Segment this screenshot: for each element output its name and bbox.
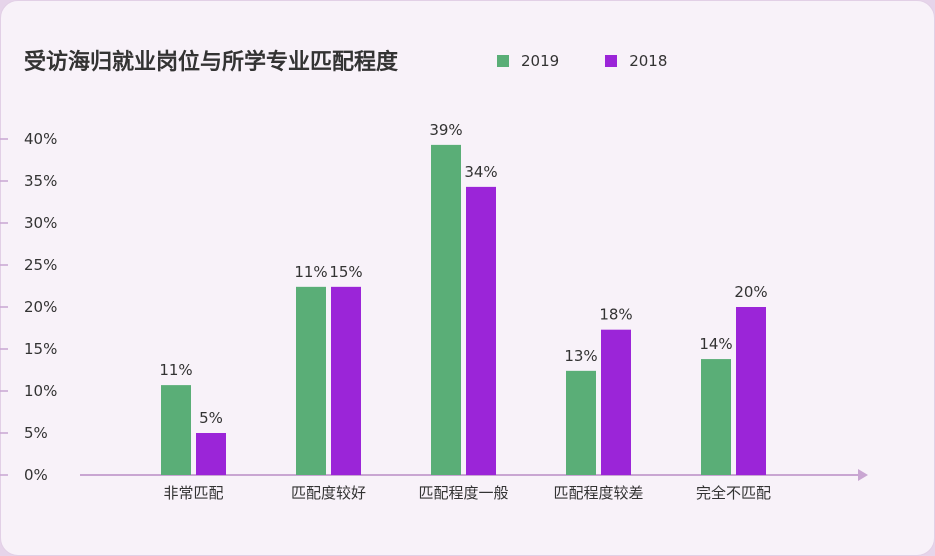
bar-2018 <box>331 286 361 475</box>
y-tick-label: 15% <box>24 340 57 358</box>
data-label-2019: 39% <box>429 121 462 139</box>
data-label-2018: 18% <box>599 306 632 324</box>
y-tick-label: 0% <box>24 466 48 484</box>
data-label-2019: 11% <box>294 263 327 281</box>
bar-2018 <box>601 329 631 475</box>
x-axis-arrow <box>858 469 868 481</box>
category-label: 匹配度较好 <box>291 484 366 502</box>
data-label-2018: 15% <box>329 263 362 281</box>
category-label: 完全不匹配 <box>696 484 771 502</box>
legend-label-2018: 2018 <box>629 52 668 70</box>
y-tick-label: 10% <box>24 382 57 400</box>
bar-2019 <box>566 370 596 475</box>
chart-title: 受访海归就业岗位与所学专业匹配程度 <box>24 50 399 75</box>
legend-item-2018[interactable]: 2018 <box>605 52 667 70</box>
y-tick-label: 5% <box>24 424 48 442</box>
y-tick-label: 40% <box>24 130 57 148</box>
data-label-2018: 5% <box>199 409 223 427</box>
legend: 2019 2018 <box>497 52 713 70</box>
bar-2019 <box>161 385 191 475</box>
legend-swatch-2018 <box>605 55 618 67</box>
data-label-2018: 20% <box>734 283 767 301</box>
y-tick-label: 30% <box>24 214 57 232</box>
data-label-2019: 13% <box>564 347 597 365</box>
y-tick-label: 20% <box>24 298 57 316</box>
bar-2019 <box>431 144 461 475</box>
y-tick-label: 35% <box>24 172 57 190</box>
data-label-2018: 34% <box>464 163 497 181</box>
legend-item-2019[interactable]: 2019 <box>497 52 559 70</box>
category-label: 匹配程度一般 <box>418 484 508 502</box>
bar-2018 <box>466 186 496 475</box>
bar-2018 <box>196 433 226 475</box>
category-label: 非常匹配 <box>163 484 223 502</box>
legend-swatch-2019 <box>497 55 509 67</box>
bar-2019 <box>296 286 326 475</box>
category-label: 匹配程度较差 <box>553 484 643 502</box>
data-label-2019: 11% <box>159 361 192 379</box>
y-tick-label: 25% <box>24 256 57 274</box>
bar-2019 <box>701 359 731 475</box>
data-label-2019: 14% <box>699 335 732 353</box>
bar-2018 <box>736 307 766 475</box>
legend-label-2019: 2019 <box>521 52 560 70</box>
